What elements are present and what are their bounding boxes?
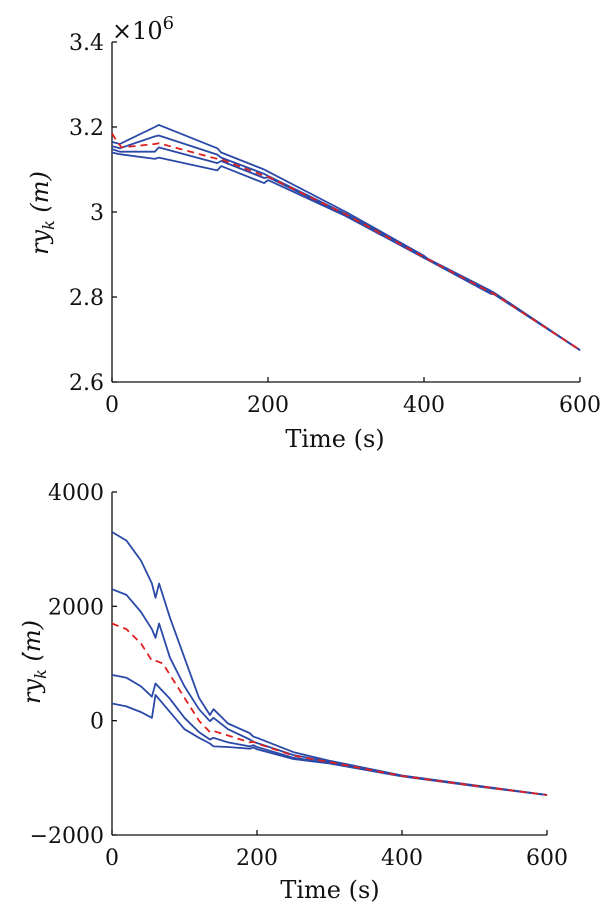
series-mean-line xyxy=(111,622,548,796)
series-bound-line-3 xyxy=(111,146,581,351)
chart-top: ×106 ryk (m) Time (s) 0 200 400 600 2.6 2.8 3 3… xyxy=(26,13,600,453)
y-multiplier: ×106 xyxy=(112,13,174,45)
series-bound-line-1 xyxy=(111,124,581,351)
x-tick-label: 400 xyxy=(381,846,423,871)
y-tick-label: −2000 xyxy=(30,824,104,849)
x-tick-label: 200 xyxy=(236,846,278,871)
x-tick-label: 600 xyxy=(559,393,600,418)
x-tick-label: 600 xyxy=(526,846,568,871)
x-tick-label: 400 xyxy=(403,393,445,418)
chart-bottom: ryk (m) · Time (s) 0 200 400 600−2000020004… xyxy=(12,481,568,904)
series-bound-line-4 xyxy=(111,151,581,351)
y-dot-accent: · xyxy=(12,651,37,658)
y-tick-label: 0 xyxy=(90,710,104,735)
series-bound-line-2 xyxy=(111,134,581,351)
y-tick-label: 2.6 xyxy=(69,371,104,396)
x-axis-label: Time (s) xyxy=(280,876,379,904)
y-tick-label: 3.4 xyxy=(69,31,104,56)
y-tick-label: 4000 xyxy=(48,481,104,506)
series-mean-line xyxy=(111,132,581,351)
y-tick-label: 2.8 xyxy=(69,286,104,311)
x-tick-label: 0 xyxy=(105,393,119,418)
series-bound-line-1 xyxy=(111,531,548,796)
y-tick-label: 3.2 xyxy=(69,116,104,141)
y-tick-label: 2000 xyxy=(48,595,104,620)
x-tick-label: 200 xyxy=(247,393,289,418)
series-bound-line-3 xyxy=(111,674,548,796)
y-tick-label: 3 xyxy=(90,201,104,226)
x-tick-label: 0 xyxy=(105,846,119,871)
series-bound-line-4 xyxy=(111,694,548,796)
y-axis-label: ryk (m) xyxy=(18,620,50,704)
x-axis-label: Time (s) xyxy=(285,425,384,453)
y-axis-label: ryk (m) xyxy=(26,171,58,255)
